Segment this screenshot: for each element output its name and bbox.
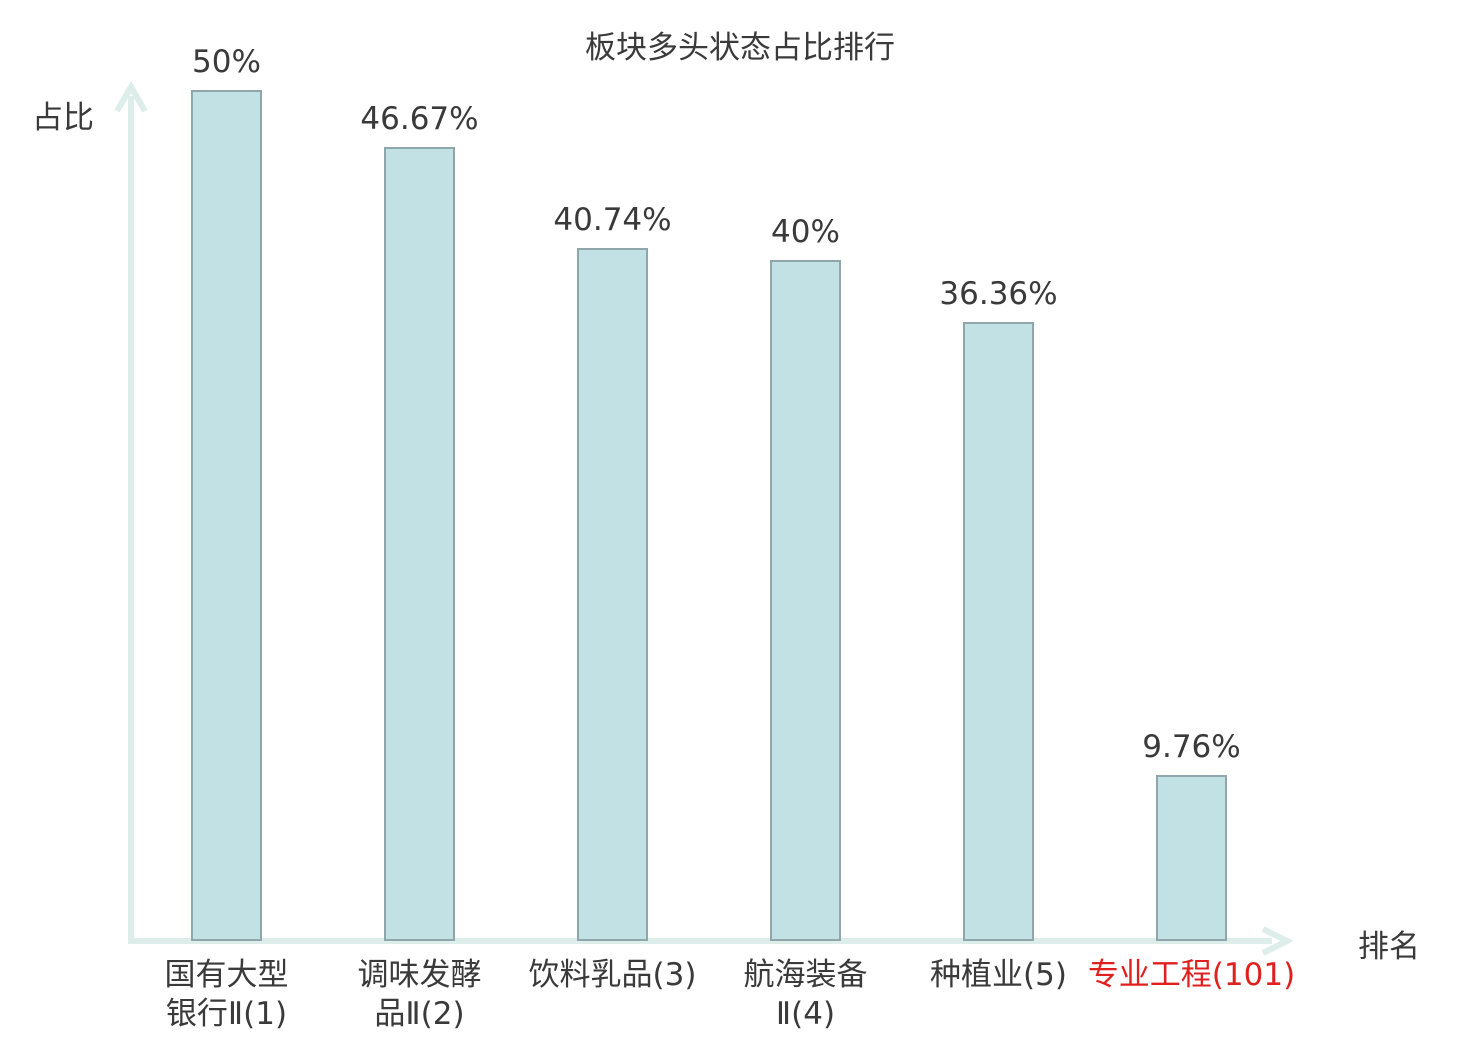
- bar-value-label: 9.76%: [1142, 729, 1241, 765]
- chart-title: 板块多头状态占比排行: [585, 30, 895, 66]
- bar-value-label: 40.74%: [553, 202, 672, 238]
- bar-4: [770, 260, 841, 941]
- bar-value-label: 40%: [771, 214, 840, 250]
- bar-1: [191, 90, 262, 941]
- x-axis-arrowhead: [1261, 926, 1294, 956]
- x-tick-label: 饮料乳品(3): [528, 957, 697, 993]
- y-axis-label: 占比: [32, 100, 94, 136]
- x-tick-label: 种植业(5): [930, 957, 1067, 993]
- bar-2: [384, 147, 455, 941]
- bar-6: [1156, 775, 1227, 941]
- bar-5: [963, 322, 1034, 941]
- y-axis-arrowhead: [114, 81, 148, 113]
- x-tick-label: 航海装备 Ⅱ(4): [743, 957, 868, 1032]
- bar-3: [577, 248, 648, 941]
- bar-value-label: 50%: [192, 44, 261, 80]
- x-tick-label: 调味发酵 品Ⅱ(2): [357, 957, 482, 1032]
- x-tick-label: 专业工程(101): [1087, 957, 1296, 993]
- x-tick-label: 国有大型 银行Ⅱ(1): [164, 957, 289, 1032]
- x-axis-label: 排名: [1358, 929, 1420, 965]
- bar-value-label: 46.67%: [360, 101, 479, 137]
- bar-value-label: 36.36%: [939, 276, 1058, 312]
